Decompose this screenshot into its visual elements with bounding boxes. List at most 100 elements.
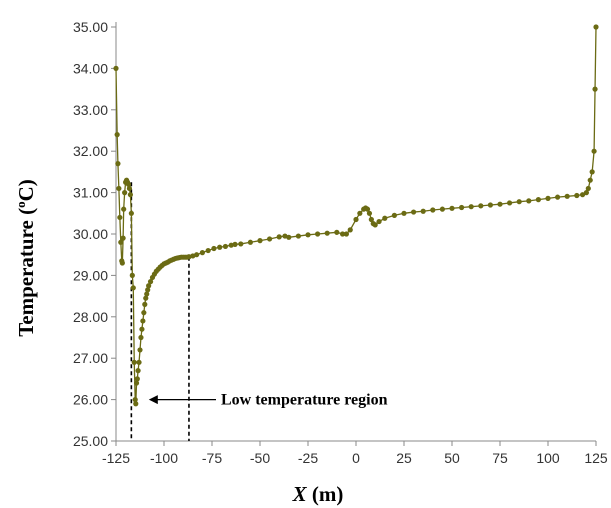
y-tick-label: 35.00 bbox=[73, 19, 108, 35]
x-tick-label: 50 bbox=[444, 450, 460, 466]
data-point bbox=[357, 210, 363, 216]
annotation-arrow-head bbox=[148, 395, 158, 405]
low-temperature-region bbox=[130, 182, 190, 441]
data-point bbox=[459, 204, 465, 211]
data-point bbox=[267, 236, 273, 242]
data-point bbox=[122, 190, 128, 196]
data-point bbox=[368, 216, 374, 223]
x-tick-label: -75 bbox=[202, 450, 222, 466]
annotation: Low temperature region bbox=[148, 392, 388, 409]
data-point bbox=[366, 210, 373, 216]
y-tick-label: 26.00 bbox=[73, 392, 108, 408]
data-point bbox=[430, 207, 436, 213]
data-point bbox=[286, 234, 292, 240]
y-tick-label: 25.00 bbox=[73, 433, 108, 449]
data-point bbox=[382, 215, 388, 221]
data-point bbox=[133, 380, 140, 386]
data-point bbox=[347, 227, 353, 233]
series-points bbox=[113, 24, 599, 407]
y-axis-title-unit: C) bbox=[14, 179, 38, 201]
data-point bbox=[125, 181, 132, 187]
data-point bbox=[334, 229, 340, 235]
x-tick-label: 125 bbox=[584, 450, 608, 466]
data-point bbox=[592, 86, 598, 92]
x-ticks: -125 -100 -75 -50 -25 0 25 50 75 100 125 bbox=[102, 441, 608, 466]
data-point bbox=[136, 359, 142, 365]
data-point bbox=[119, 260, 125, 266]
data-point bbox=[478, 203, 484, 209]
data-point bbox=[222, 243, 229, 250]
data-point bbox=[199, 250, 205, 256]
data-point bbox=[116, 185, 122, 192]
data-point bbox=[194, 252, 200, 258]
data-point bbox=[131, 359, 137, 365]
data-point bbox=[137, 347, 143, 353]
data-point bbox=[487, 202, 493, 208]
data-point bbox=[526, 198, 532, 204]
x-tick-label: -25 bbox=[298, 450, 318, 466]
y-tick-label: 29.00 bbox=[73, 267, 108, 283]
data-point bbox=[129, 272, 135, 278]
y-tick-label: 28.00 bbox=[73, 309, 108, 325]
data-point bbox=[113, 65, 119, 71]
data-point bbox=[118, 239, 124, 245]
data-point bbox=[247, 239, 253, 245]
x-tick-label: 0 bbox=[352, 450, 360, 466]
data-point bbox=[315, 231, 321, 237]
data-point bbox=[516, 199, 522, 205]
data-point bbox=[376, 218, 382, 225]
data-point bbox=[114, 132, 120, 138]
data-point bbox=[439, 206, 445, 212]
x-axis-title: X (m) bbox=[292, 482, 344, 506]
data-point bbox=[583, 190, 590, 196]
data-point bbox=[121, 206, 127, 212]
x-tick-label: -100 bbox=[150, 450, 178, 466]
data-point bbox=[364, 206, 371, 212]
x-tick-label: -50 bbox=[250, 450, 270, 466]
data-point bbox=[130, 285, 136, 291]
data-point bbox=[146, 283, 152, 289]
data-point bbox=[468, 204, 474, 210]
data-point bbox=[142, 301, 148, 307]
y-tick-label: 27.00 bbox=[73, 350, 108, 366]
data-point bbox=[535, 197, 542, 203]
data-point bbox=[497, 201, 503, 207]
data-point bbox=[372, 222, 378, 228]
data-point bbox=[232, 241, 238, 247]
annotation-label: Low temperature region bbox=[221, 392, 388, 409]
data-point bbox=[205, 247, 211, 254]
data-point bbox=[138, 334, 144, 341]
data-point bbox=[257, 238, 263, 244]
data-point bbox=[585, 185, 591, 192]
data-point bbox=[217, 244, 223, 250]
y-tick-label: 30.00 bbox=[73, 226, 108, 242]
y-axis-title-superscript: o bbox=[13, 201, 28, 208]
data-point bbox=[564, 193, 570, 199]
data-point bbox=[593, 24, 599, 30]
x-tick-label: 100 bbox=[536, 450, 560, 466]
data-point bbox=[141, 310, 147, 316]
data-point bbox=[507, 200, 513, 206]
x-tick-label: -125 bbox=[102, 450, 130, 466]
x-axis-title-unit: (m) bbox=[312, 482, 343, 506]
data-point bbox=[343, 231, 349, 237]
data-point bbox=[276, 234, 282, 240]
data-point bbox=[134, 376, 140, 382]
data-point bbox=[545, 195, 551, 201]
y-axis-title-text: Temperature ( bbox=[14, 208, 38, 337]
data-point bbox=[132, 397, 138, 403]
y-tick-label: 33.00 bbox=[73, 102, 108, 118]
data-point bbox=[144, 291, 150, 297]
data-point bbox=[324, 230, 330, 236]
data-point bbox=[140, 318, 146, 324]
data-point bbox=[135, 368, 141, 374]
data-point bbox=[115, 161, 121, 167]
data-point bbox=[391, 212, 397, 218]
x-tick-label: 75 bbox=[492, 450, 508, 466]
data-point bbox=[133, 401, 139, 407]
data-point bbox=[401, 210, 407, 216]
data-point bbox=[120, 235, 126, 241]
data-point bbox=[238, 241, 244, 247]
series-line bbox=[115, 26, 597, 404]
